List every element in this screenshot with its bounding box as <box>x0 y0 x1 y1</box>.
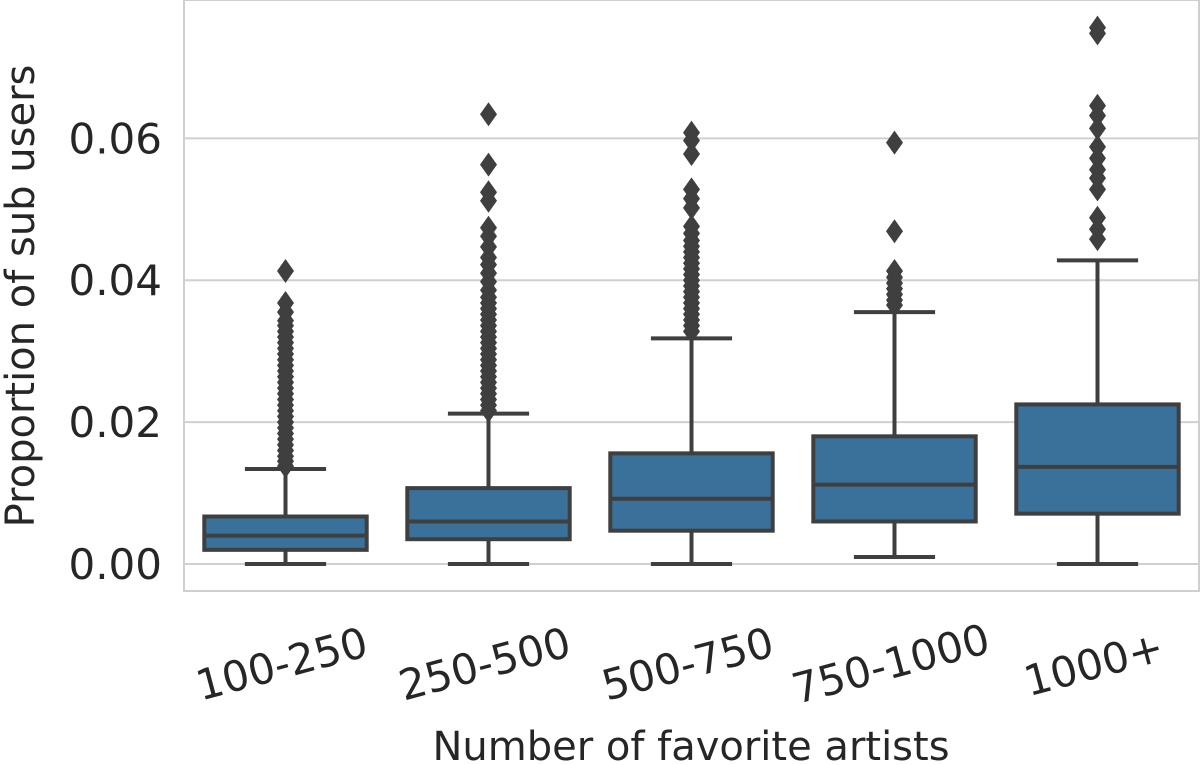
box <box>202 514 369 552</box>
x-tick-label: 100-250 <box>191 618 373 711</box>
box-group <box>608 120 775 567</box>
outlier-point <box>683 141 700 166</box>
outlier-point <box>480 215 497 240</box>
outlier-point <box>1089 205 1106 230</box>
outlier-point <box>480 152 497 177</box>
x-tick-label: 250-500 <box>394 618 576 711</box>
outlier-point <box>1089 93 1106 118</box>
x-tick-label: 1000+ <box>1019 622 1169 706</box>
boxes <box>202 15 1181 567</box>
y-tick-label: 0.04 <box>68 256 162 305</box>
box-group <box>811 130 978 559</box>
outlier-point <box>480 180 497 205</box>
outlier-point <box>277 290 294 315</box>
box-group <box>202 259 369 567</box>
outlier-point <box>1089 15 1106 40</box>
x-axis-label: Number of favorite artists <box>432 724 949 765</box>
outlier-point <box>683 177 700 202</box>
box-group <box>1014 15 1181 567</box>
outlier-point <box>277 259 294 284</box>
y-axis-label: Proportion of sub users <box>0 65 44 528</box>
outlier-point <box>1089 116 1106 141</box>
y-tick-label: 0.06 <box>68 114 162 163</box>
x-tick-label: 750-1000 <box>787 614 995 714</box>
outlier-point <box>886 219 903 244</box>
outlier-point <box>683 214 700 239</box>
outlier-point <box>886 130 903 155</box>
y-tick-label: 0.02 <box>68 398 162 447</box>
box <box>811 434 978 524</box>
outlier-point <box>683 120 700 145</box>
y-tick-labels: 0.00 0.02 0.04 0.06 <box>68 114 162 589</box>
y-tick-label: 0.00 <box>68 540 162 589</box>
box-group <box>405 102 572 567</box>
outlier-point <box>1089 134 1106 159</box>
box <box>405 486 572 542</box>
outlier-point <box>480 102 497 127</box>
x-tick-label: 500-750 <box>597 618 779 711</box>
box <box>1014 402 1181 516</box>
outlier-point <box>886 259 903 284</box>
x-tick-labels: 100-250 250-500 500-750 750-1000 1000+ <box>191 614 1169 714</box>
box <box>608 451 775 533</box>
